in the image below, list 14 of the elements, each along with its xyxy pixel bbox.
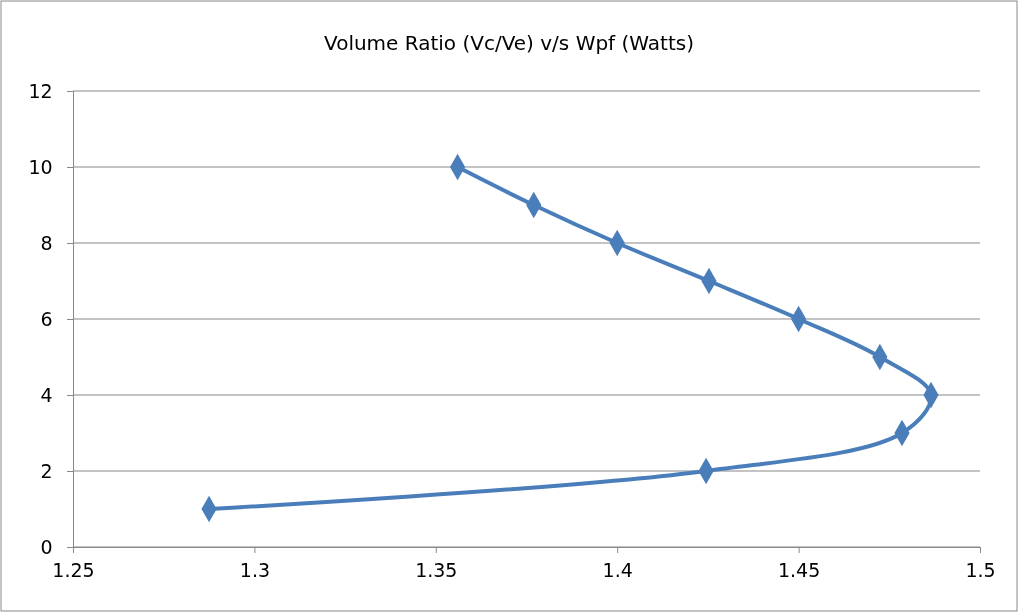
x-tick-label: 1.25 <box>52 558 95 581</box>
y-tick-label: 8 <box>40 231 53 254</box>
x-tick-label: 1.3 <box>239 558 271 581</box>
x-tick-label: 1.5 <box>965 558 996 581</box>
y-tick-label: 12 <box>28 79 53 102</box>
chart-title: Volume Ratio (Vc/Ve) v/s Wpf (Watts) <box>324 31 694 55</box>
y-tick-label: 4 <box>40 383 53 406</box>
x-tick-label: 1.35 <box>415 558 458 581</box>
y-tick-label: 0 <box>40 535 53 558</box>
y-tick-label: 10 <box>28 155 53 178</box>
y-tick-label: 6 <box>40 307 53 330</box>
x-tick-label: 1.45 <box>777 558 821 581</box>
y-tick-label: 2 <box>40 459 53 482</box>
x-tick-label: 1.4 <box>602 558 633 581</box>
